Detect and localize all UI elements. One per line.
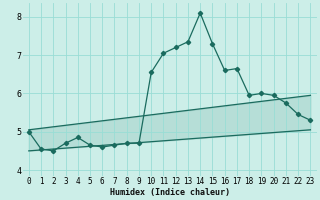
X-axis label: Humidex (Indice chaleur): Humidex (Indice chaleur) — [109, 188, 229, 197]
